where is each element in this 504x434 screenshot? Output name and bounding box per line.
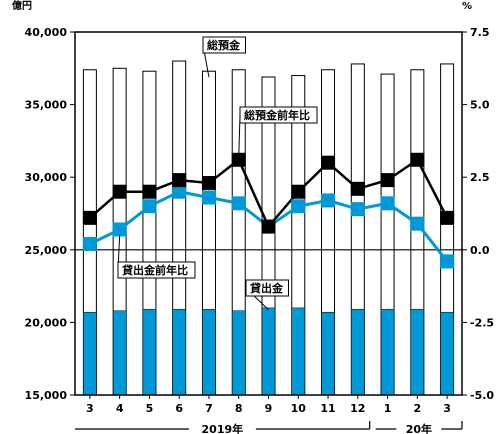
right-tick-label: 7.5 (470, 26, 490, 39)
x-tick-label: 2 (414, 402, 422, 415)
callout-deposits-yoy-box (239, 106, 318, 124)
right-tick-label: 2.5 (470, 171, 490, 184)
x-tick-label: 10 (291, 402, 307, 415)
bar-loans (202, 309, 216, 396)
left-tick-label: 20,000 (25, 316, 68, 329)
right-tick-label: -5.0 (470, 389, 494, 402)
bar-loans (172, 309, 186, 396)
marker-loans-yoy (201, 190, 216, 205)
bar-loans (231, 310, 246, 396)
marker-deposits-yoy (440, 210, 455, 225)
marker-loans-yoy (82, 236, 97, 251)
x-tick-label: 5 (146, 402, 154, 415)
right-tick-label: 5.0 (470, 99, 490, 112)
callout-total-deposits-text: 総預金 (207, 38, 241, 52)
x-tick-label: 8 (235, 402, 243, 415)
marker-deposits-yoy (261, 219, 276, 234)
marker-deposits-yoy (112, 184, 127, 199)
x-tick-label: 6 (175, 402, 183, 415)
marker-loans-yoy (231, 196, 246, 211)
x-tick-label: 4 (116, 402, 124, 415)
marker-loans-yoy (291, 199, 306, 214)
marker-deposits-yoy (142, 184, 157, 199)
bar-loans (83, 311, 97, 396)
left-tick-label: 35,000 (25, 99, 68, 112)
x-tick-label: 7 (205, 402, 213, 415)
callout-loans-box (245, 279, 289, 297)
callout-loans-yoy-box (117, 261, 196, 279)
x-axis-ticks: 3 4 5 6 7 8 9 10 11 12 1 2 3 (86, 395, 451, 415)
right-tick-label: -2.5 (470, 316, 494, 329)
x-tick-label: 9 (265, 402, 273, 415)
x-tick-label: 3 (443, 402, 451, 415)
right-axis-ticks: -5.0 -2.5 0.0 2.5 5.0 7.5 (462, 26, 494, 402)
bar-loans (291, 307, 306, 396)
callout-loans-text: 貸出金 (249, 281, 284, 295)
bar-loans (321, 311, 335, 396)
marker-deposits-yoy (291, 184, 306, 199)
marker-loans-yoy (112, 222, 127, 237)
yoy-markers (82, 152, 455, 269)
marker-loans-yoy (321, 193, 336, 208)
x-tick-label: 12 (350, 402, 365, 415)
callout-loans-yoy-text: 貸出金前年比 (121, 263, 188, 277)
bar-loans (380, 309, 395, 396)
marker-deposits-yoy (172, 173, 187, 188)
bar-loans (112, 310, 127, 396)
right-tick-label: 0.0 (470, 244, 490, 257)
marker-deposits-yoy (231, 152, 246, 167)
x-tick-label: 11 (320, 402, 335, 415)
marker-deposits-yoy (201, 176, 216, 191)
right-axis-unit: % (462, 1, 472, 12)
loans-bars (83, 307, 454, 396)
left-axis-ticks: 15,000 20,000 25,000 30,000 35,000 40,000 (25, 26, 75, 402)
left-axis-unit: 億円 (12, 0, 32, 12)
marker-deposits-yoy (321, 155, 336, 170)
marker-deposits-yoy (410, 152, 425, 167)
left-tick-label: 30,000 (25, 171, 68, 184)
marker-loans-yoy (172, 184, 187, 199)
bar-loans (440, 311, 454, 396)
bar-loans (410, 309, 425, 396)
marker-deposits-yoy (350, 181, 365, 196)
bar-loans (142, 309, 157, 396)
x-tick-label: 1 (384, 402, 392, 415)
marker-loans-yoy (350, 202, 365, 217)
marker-deposits-yoy (380, 173, 395, 188)
marker-loans-yoy (410, 216, 425, 231)
marker-deposits-yoy (82, 210, 97, 225)
left-tick-label: 25,000 (25, 244, 68, 257)
marker-loans-yoy (440, 254, 455, 269)
x-tick-label: 3 (86, 402, 94, 415)
left-tick-label: 15,000 (25, 389, 68, 402)
year-bracket-2020-label: 20年 (406, 422, 432, 434)
bar-loans (261, 307, 276, 396)
bar-loans (351, 309, 365, 396)
marker-loans-yoy (380, 196, 395, 211)
callout-deposits-yoy-text: 総預金前年比 (244, 108, 310, 122)
left-tick-label: 40,000 (25, 26, 68, 39)
year-bracket-2019-label: 2019年 (202, 422, 244, 434)
callout-total-deposits-box (202, 36, 246, 54)
year-brackets: 2019年 20年 (75, 421, 463, 434)
marker-loans-yoy (142, 199, 157, 214)
